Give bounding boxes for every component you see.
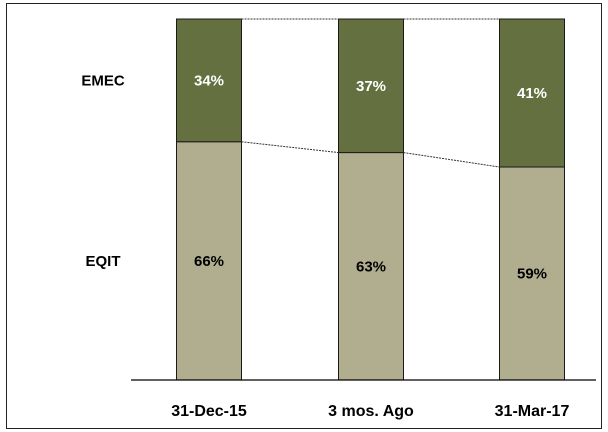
x-tick-label: 31-Dec-15 [171, 403, 247, 420]
x-tick-label: 3 mos. Ago [328, 403, 414, 420]
series-label-eqit: EQIT [85, 253, 120, 270]
series-label-emec: EMEC [81, 72, 125, 89]
plot-area: 66% 34% 63% 37% 59% 41% 31-Dec-15 3 mos. Ago 31-… [81, 18, 596, 420]
bar-emec-2 [338, 18, 404, 154]
series-connector-line [241, 141, 339, 154]
data-label-eqit-3: 59% [517, 266, 547, 283]
data-label-emec-2: 37% [356, 78, 386, 95]
bar-emec-3 [499, 18, 565, 168]
x-tick-label: 31-Mar-17 [495, 403, 570, 420]
bar-emec-1 [176, 18, 242, 143]
data-label-eqit-2: 63% [356, 258, 386, 275]
series-connector-line [403, 152, 500, 168]
data-label-emec-3: 41% [517, 85, 547, 102]
bar-eqit-2 [338, 152, 404, 381]
data-label-emec-1: 34% [194, 72, 224, 89]
bar-eqit-1 [176, 141, 242, 381]
bar-eqit-3 [499, 166, 565, 381]
data-label-eqit-1: 66% [194, 253, 224, 270]
